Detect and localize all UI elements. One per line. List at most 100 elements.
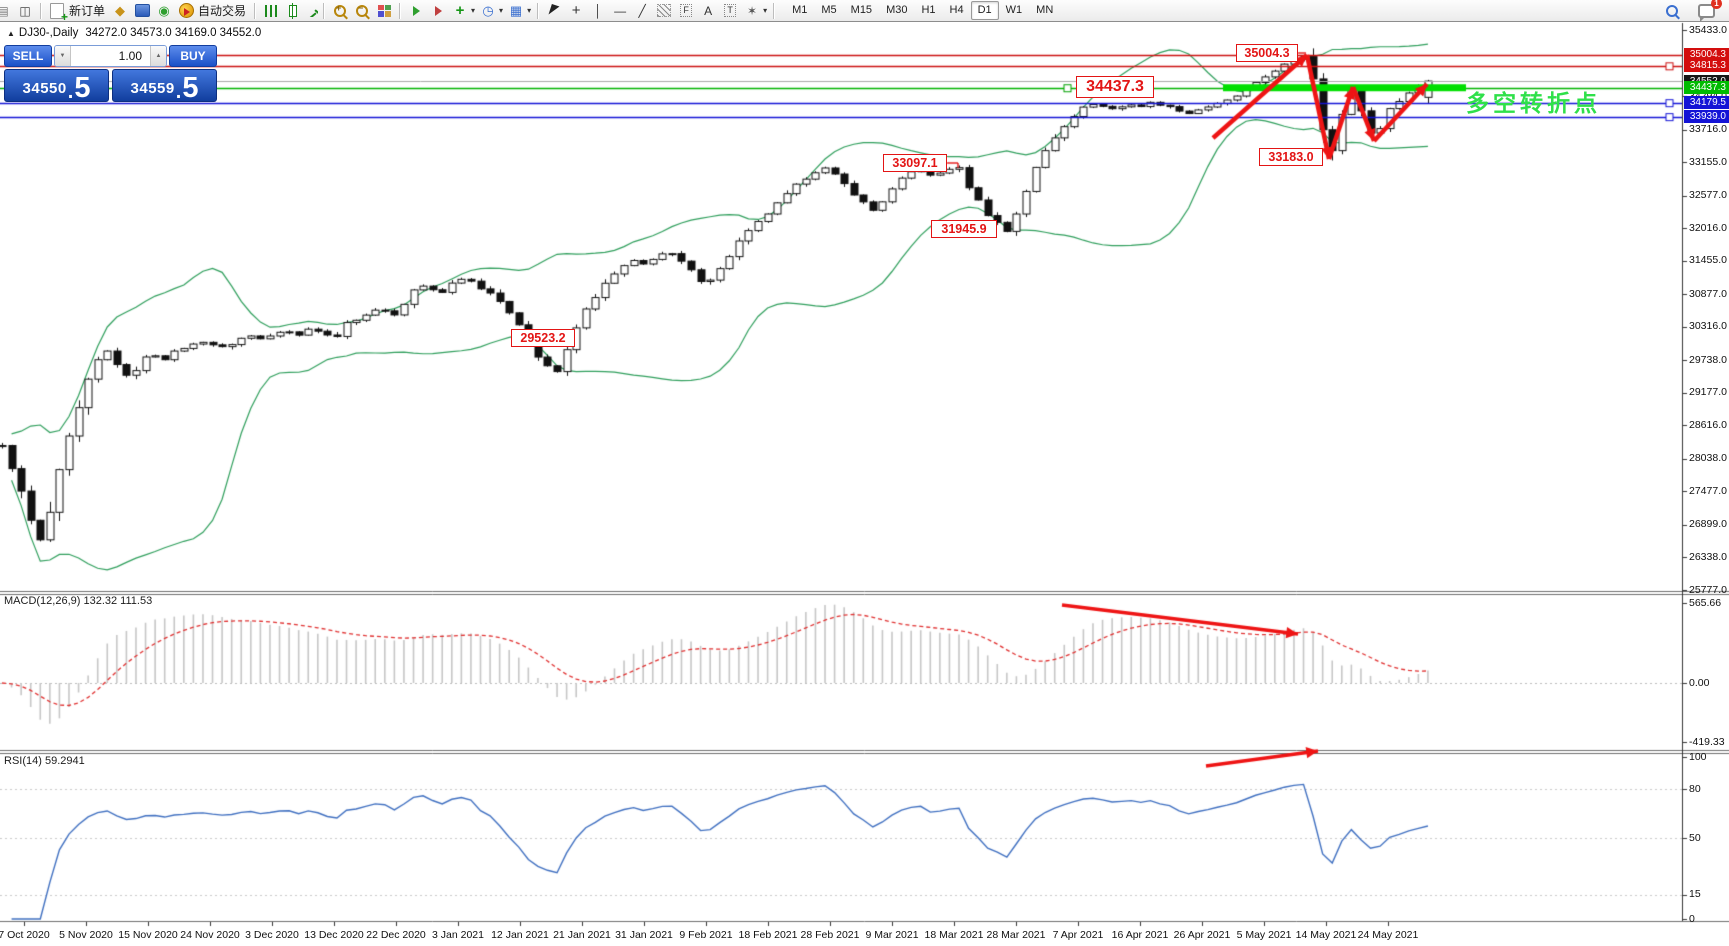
periods-dropdown-caret[interactable]: ▾ <box>499 6 504 15</box>
ohlc-values: 34272.0 34573.0 34169.0 34552.0 <box>85 27 262 39</box>
timeframe-button-M15[interactable]: M15 <box>850 4 873 16</box>
date-axis-label: 28 Feb 2021 <box>800 929 860 941</box>
toolbar-separator <box>40 2 42 19</box>
arrows-tool-icon[interactable]: ✶ <box>747 3 758 18</box>
price-line-label: 34437.3 <box>1684 81 1729 95</box>
text-tool-icon[interactable]: A <box>704 3 713 18</box>
macd-axis-label: 565.66 <box>1689 596 1722 609</box>
macd-axis-label: -419.33 <box>1689 735 1725 748</box>
trendline-tool-icon[interactable]: ╱ <box>638 3 646 18</box>
price-annotation-box[interactable]: 33097.1 <box>883 154 947 172</box>
rsi-axis-label: 100 <box>1689 750 1707 763</box>
zoom-out-icon[interactable] <box>356 4 369 17</box>
chart-expand-icon[interactable]: ▲ <box>7 29 15 38</box>
search-icon[interactable] <box>1666 4 1678 17</box>
date-axis-label: 9 Mar 2021 <box>865 929 919 941</box>
zoom-in-icon[interactable] <box>334 4 347 17</box>
auto-trading-button[interactable]: 自动交易 <box>198 4 247 18</box>
timeframe-button-H4[interactable]: H4 <box>949 4 964 16</box>
ask-point: . <box>175 81 182 103</box>
date-axis-label: 21 Jan 2021 <box>553 929 611 941</box>
date-axis-label: 22 Dec 2020 <box>366 929 426 941</box>
symbol-period-label: DJ30-,Daily <box>18 27 79 39</box>
chart-shift-icon[interactable] <box>434 5 442 16</box>
buy-button[interactable]: BUY <box>169 45 217 67</box>
rsi-axis-label: 80 <box>1689 782 1701 795</box>
date-axis-label: 12 Jan 2021 <box>491 929 549 941</box>
date-axis-label: 7 Oct 2020 <box>0 929 50 941</box>
signals-icon[interactable]: ◉ <box>158 2 170 18</box>
auto-scroll-icon[interactable] <box>412 5 420 16</box>
cursor-tool-icon[interactable] <box>548 4 560 17</box>
price-axis-tick-label: 32577.0 <box>1689 189 1727 202</box>
new-order-button[interactable]: 新订单 <box>69 4 106 18</box>
candlestick-chart-icon[interactable] <box>289 4 298 17</box>
tile-windows-icon[interactable] <box>377 4 391 17</box>
rsi-axis-label: 15 <box>1689 888 1701 901</box>
price-axis-tick-label: 26899.0 <box>1689 518 1727 531</box>
timeframe-button-M30[interactable]: M30 <box>886 4 908 16</box>
rsi-indicator-label: RSI(14) 59.2941 <box>4 755 85 767</box>
bid-price-box[interactable]: 34550. 5 <box>4 69 109 103</box>
new-order-icon[interactable] <box>50 2 64 19</box>
indicators-dropdown-caret[interactable]: ▾ <box>471 6 476 15</box>
auto-trading-icon[interactable] <box>178 3 194 18</box>
price-axis-tick-label: 29177.0 <box>1689 386 1727 399</box>
price-annotation-box[interactable]: 31945.9 <box>931 220 997 238</box>
price-axis-tick-label: 26338.0 <box>1689 550 1727 563</box>
text-label-tool-icon[interactable]: T <box>724 4 736 17</box>
fibonacci-tool-icon[interactable]: F <box>680 4 692 17</box>
sell-button[interactable]: SELL <box>4 45 52 67</box>
price-annotation-box[interactable]: 35004.3 <box>1236 44 1298 62</box>
price-annotation-box[interactable]: 34437.3 <box>1076 76 1154 98</box>
price-annotation-box[interactable]: 29523.2 <box>511 329 575 347</box>
date-axis-label: 28 Mar 2021 <box>986 929 1046 941</box>
bid-point: . <box>67 81 74 103</box>
date-axis-label: 13 Dec 2020 <box>304 929 364 941</box>
chat-icon[interactable] <box>1697 3 1715 18</box>
arrows-dropdown-caret[interactable]: ▾ <box>763 6 768 15</box>
bar-chart-icon[interactable] <box>265 4 278 17</box>
horizontal-line-tool-icon[interactable]: — <box>614 3 627 18</box>
crosshair-tool-icon[interactable]: + <box>571 2 581 19</box>
vertical-line-tool-icon[interactable]: │ <box>594 3 602 18</box>
rsi-axis-label: 50 <box>1689 831 1701 844</box>
date-axis-label: 18 Mar 2021 <box>924 929 984 941</box>
periods-icon[interactable]: ◷ <box>482 2 494 18</box>
terminal-icon[interactable] <box>134 4 150 17</box>
turning-point-note[interactable]: 多空转折点 <box>1466 90 1601 116</box>
date-axis-label: 9 Feb 2021 <box>679 929 733 941</box>
timeframe-button-H1[interactable]: H1 <box>921 4 936 16</box>
price-annotation-box[interactable]: 33183.0 <box>1259 148 1323 166</box>
timeframe-button-MN[interactable]: MN <box>1036 4 1054 16</box>
profiles-icon[interactable]: ◫ <box>19 3 31 18</box>
metaeditor-icon[interactable]: ◆ <box>115 2 126 18</box>
toolbar-separator <box>773 2 776 19</box>
date-axis-label: 26 Apr 2021 <box>1173 929 1231 941</box>
price-line-label: 35004.3 <box>1684 48 1729 62</box>
price-line-label: 34815.3 <box>1684 59 1729 73</box>
indicators-icon[interactable]: + <box>455 2 465 19</box>
channel-tool-icon[interactable] <box>657 4 672 17</box>
toolbar-right-group: 1 <box>1661 0 1722 20</box>
price-axis-tick-label: 32016.0 <box>1689 221 1727 234</box>
new-chart-icon[interactable]: ▤ <box>0 3 9 18</box>
date-axis-label: 3 Dec 2020 <box>245 929 299 941</box>
timeframe-button-M1[interactable]: M1 <box>792 4 808 16</box>
line-chart-icon[interactable] <box>305 5 318 17</box>
templates-dropdown-caret[interactable]: ▾ <box>527 6 532 15</box>
price-axis-tick-label: 25777.0 <box>1689 583 1727 596</box>
volume-increase-button[interactable]: ▲ <box>150 46 166 66</box>
volume-input[interactable]: 1.00 <box>118 49 142 63</box>
date-axis-label: 24 May 2021 <box>1357 929 1419 941</box>
timeframe-button-M5[interactable]: M5 <box>821 4 837 16</box>
macd-axis-label: 0.00 <box>1689 676 1710 689</box>
timeframe-button-D1[interactable]: D1 <box>970 1 999 20</box>
notification-badge[interactable]: 1 <box>1711 0 1722 9</box>
templates-icon[interactable]: ▦ <box>509 2 523 18</box>
timeframe-button-W1[interactable]: W1 <box>1005 4 1023 16</box>
volume-decrease-button[interactable]: ▼ <box>55 46 71 66</box>
ask-price-box[interactable]: 34559. 5 <box>112 69 217 103</box>
